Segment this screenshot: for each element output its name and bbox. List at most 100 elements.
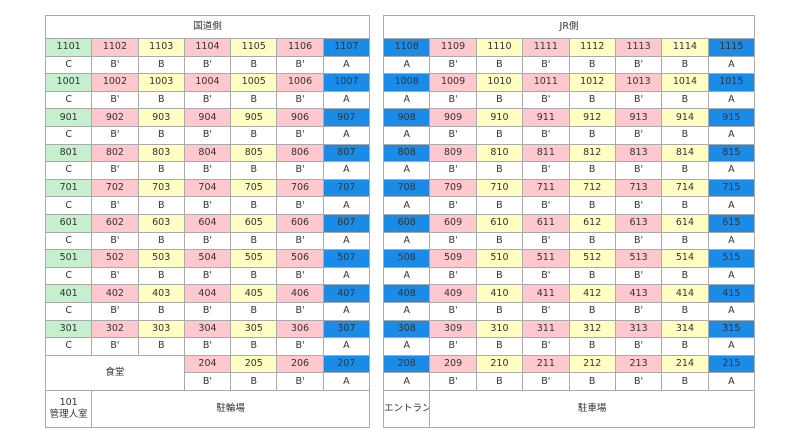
room-cell: 1014	[661, 73, 709, 92]
grade-cell: A	[707, 161, 756, 180]
room-cell: 301	[44, 319, 93, 339]
grade-cell: A	[382, 55, 431, 75]
room-cell: 602	[91, 213, 139, 233]
room-cell: 911	[522, 108, 570, 127]
grade-cell: B	[661, 90, 709, 110]
room-cell: 712	[568, 178, 616, 198]
room-cell: 512	[568, 249, 616, 268]
grade-cell: B	[568, 266, 616, 286]
room-cell: 401	[44, 284, 93, 303]
bottom-row: 101 管理人室 駐輪場	[44, 389, 370, 428]
room-cell: 413	[614, 284, 663, 303]
room-cell: 506	[276, 249, 324, 268]
grade-row: A B' B B' B B' B A	[382, 125, 756, 145]
grade-cell: A	[707, 266, 756, 286]
grade-cell: B'	[522, 301, 570, 321]
room-cell: 305	[230, 319, 278, 339]
room-cell: 306	[276, 319, 324, 339]
room-cell: 806	[276, 143, 324, 163]
grade-cell: B	[230, 231, 278, 251]
room-cell: 603	[137, 213, 185, 233]
room-cell: 312	[568, 319, 616, 339]
room-row: 1001 1002 1003 1004 1005 1006 1007	[44, 73, 371, 92]
grade-cell: B'	[522, 337, 570, 356]
grade-cell: A	[382, 372, 431, 391]
room-row: 608 609 610 611 612 613 614 615	[382, 213, 756, 233]
room-cell: 1111	[522, 38, 570, 57]
room-cell: 315	[707, 319, 756, 339]
grade-cell: B	[230, 196, 278, 215]
room-cell: 704	[183, 178, 232, 198]
room-row: 408 409 410 411 412 413 414 415	[382, 284, 756, 303]
grade-cell: B'	[91, 266, 139, 286]
grade-cell: B'	[183, 90, 232, 110]
grade-cell: B'	[522, 125, 570, 145]
grade-cell: A	[322, 125, 371, 145]
grade-cell: B	[137, 301, 185, 321]
room-cell: 810	[475, 143, 524, 163]
grade-cell: B'	[183, 337, 232, 356]
grade-cell: B'	[183, 301, 232, 321]
grade-cell: B'	[429, 125, 477, 145]
room-cell: 1101	[44, 38, 93, 57]
room-row: 901 902 903 904 905 906 907	[44, 108, 371, 127]
room-cell: 915	[707, 108, 756, 127]
bottom-cell-text: 管理人室	[49, 408, 88, 420]
grade-cell: A	[707, 90, 756, 110]
grade-cell: B'	[91, 231, 139, 251]
grade-cell: A	[707, 231, 756, 251]
room-cell: 405	[230, 284, 278, 303]
room-cell: 1108	[382, 38, 431, 57]
grade-cell: B	[475, 196, 524, 215]
room-cell: 1102	[91, 38, 139, 57]
room-cell: 611	[522, 213, 570, 233]
room-cell: 1007	[322, 73, 371, 92]
room-cell: 811	[522, 143, 570, 163]
room-cell: 613	[614, 213, 663, 233]
room-cell: 601	[44, 213, 93, 233]
grade-cell: C	[44, 301, 93, 321]
room-cell: 609	[429, 213, 477, 233]
room-cell: 313	[614, 319, 663, 339]
grade-row: C B' B B' B B' A	[44, 231, 371, 251]
grade-cell: A	[382, 337, 431, 356]
room-cell: 1105	[230, 38, 278, 57]
room-cell: 902	[91, 108, 139, 127]
room-cell: 604	[183, 213, 232, 233]
grade-cell: B'	[429, 372, 477, 391]
grade-cell: B'	[91, 55, 139, 75]
room-cell: 412	[568, 284, 616, 303]
room-cell: 1115	[707, 38, 756, 57]
room-cell: 303	[137, 319, 185, 339]
room-cell: 307	[322, 319, 371, 339]
room-cell: 204	[183, 354, 232, 374]
area-label: 駐輪場	[91, 389, 370, 428]
grade-row: C B' B B' B B' A	[44, 266, 371, 286]
room-cell: 414	[661, 284, 709, 303]
grade-cell: B'	[614, 372, 663, 391]
grade-row: C B' B B' B B' A	[44, 301, 371, 321]
grade-cell: B	[137, 231, 185, 251]
room-cell: 211	[522, 354, 570, 374]
room-cell: 614	[661, 213, 709, 233]
grade-cell: B	[568, 90, 616, 110]
room-row: 801 802 803 804 805 806 807	[44, 143, 371, 163]
room-cell: 901	[44, 108, 93, 127]
grade-cell: A	[707, 125, 756, 145]
room-row: 501 502 503 504 505 506 507	[44, 249, 371, 268]
room-cell: 908	[382, 108, 431, 127]
grade-cell: B	[568, 196, 616, 215]
room-cell: 703	[137, 178, 185, 198]
grade-cell: B	[137, 125, 185, 145]
grade-cell: A	[382, 231, 431, 251]
room-cell: 304	[183, 319, 232, 339]
grade-cell: B	[661, 196, 709, 215]
room-cell: 1015	[707, 73, 756, 92]
grade-cell: B'	[276, 55, 324, 75]
room-cell: 713	[614, 178, 663, 198]
grade-cell: A	[322, 90, 371, 110]
grade-cell: B'	[276, 90, 324, 110]
room-cell: 511	[522, 249, 570, 268]
room-cell: 215	[707, 354, 756, 374]
room-row: 401 402 403 404 405 406 407	[44, 284, 371, 303]
